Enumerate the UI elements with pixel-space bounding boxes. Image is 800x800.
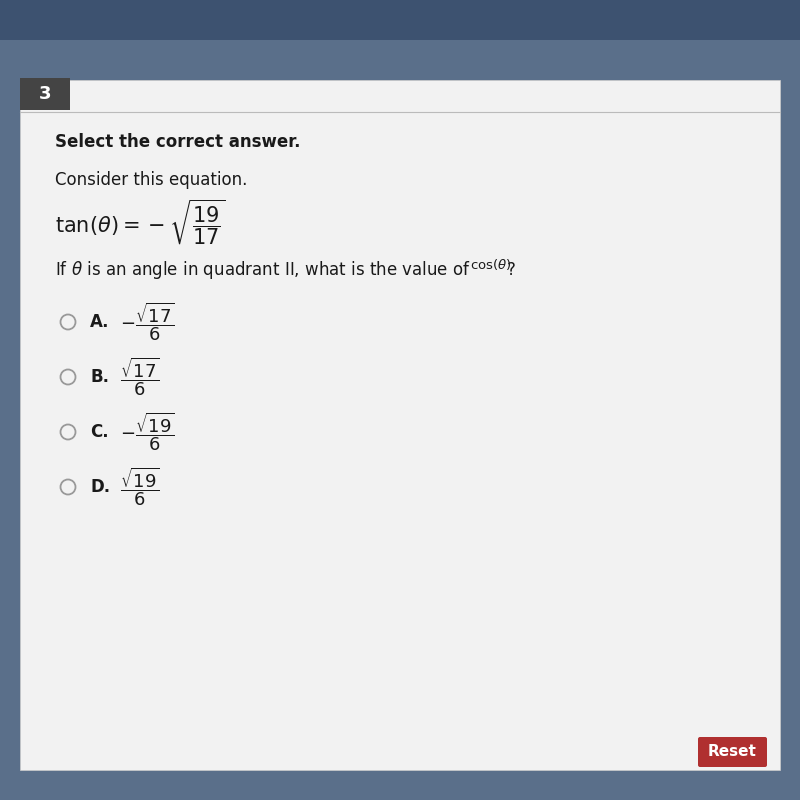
Text: A.: A. [90,313,110,331]
FancyBboxPatch shape [698,737,767,767]
Text: B.: B. [90,368,109,386]
Text: $-\dfrac{\sqrt{17}}{6}$: $-\dfrac{\sqrt{17}}{6}$ [120,301,175,343]
Text: $\mathrm{cos}(\theta)$: $\mathrm{cos}(\theta)$ [470,258,511,273]
Text: $\mathrm{tan}(\theta) = -\sqrt{\dfrac{19}{17}}$: $\mathrm{tan}(\theta) = -\sqrt{\dfrac{19… [55,198,226,246]
Text: Reset: Reset [707,745,757,759]
Text: ?: ? [507,261,516,279]
Text: If $\theta$ is an angle in quadrant II, what is the value of: If $\theta$ is an angle in quadrant II, … [55,259,471,281]
Text: $\dfrac{\sqrt{19}}{6}$: $\dfrac{\sqrt{19}}{6}$ [120,466,160,508]
FancyBboxPatch shape [20,80,780,770]
Text: $-\dfrac{\sqrt{19}}{6}$: $-\dfrac{\sqrt{19}}{6}$ [120,410,175,454]
Text: $\dfrac{\sqrt{17}}{6}$: $\dfrac{\sqrt{17}}{6}$ [120,356,160,398]
Text: Consider this equation.: Consider this equation. [55,171,247,189]
FancyBboxPatch shape [20,78,70,110]
FancyBboxPatch shape [0,0,800,40]
Text: Select the correct answer.: Select the correct answer. [55,133,301,151]
Text: D.: D. [90,478,110,496]
Text: 3: 3 [38,85,51,103]
Text: C.: C. [90,423,109,441]
